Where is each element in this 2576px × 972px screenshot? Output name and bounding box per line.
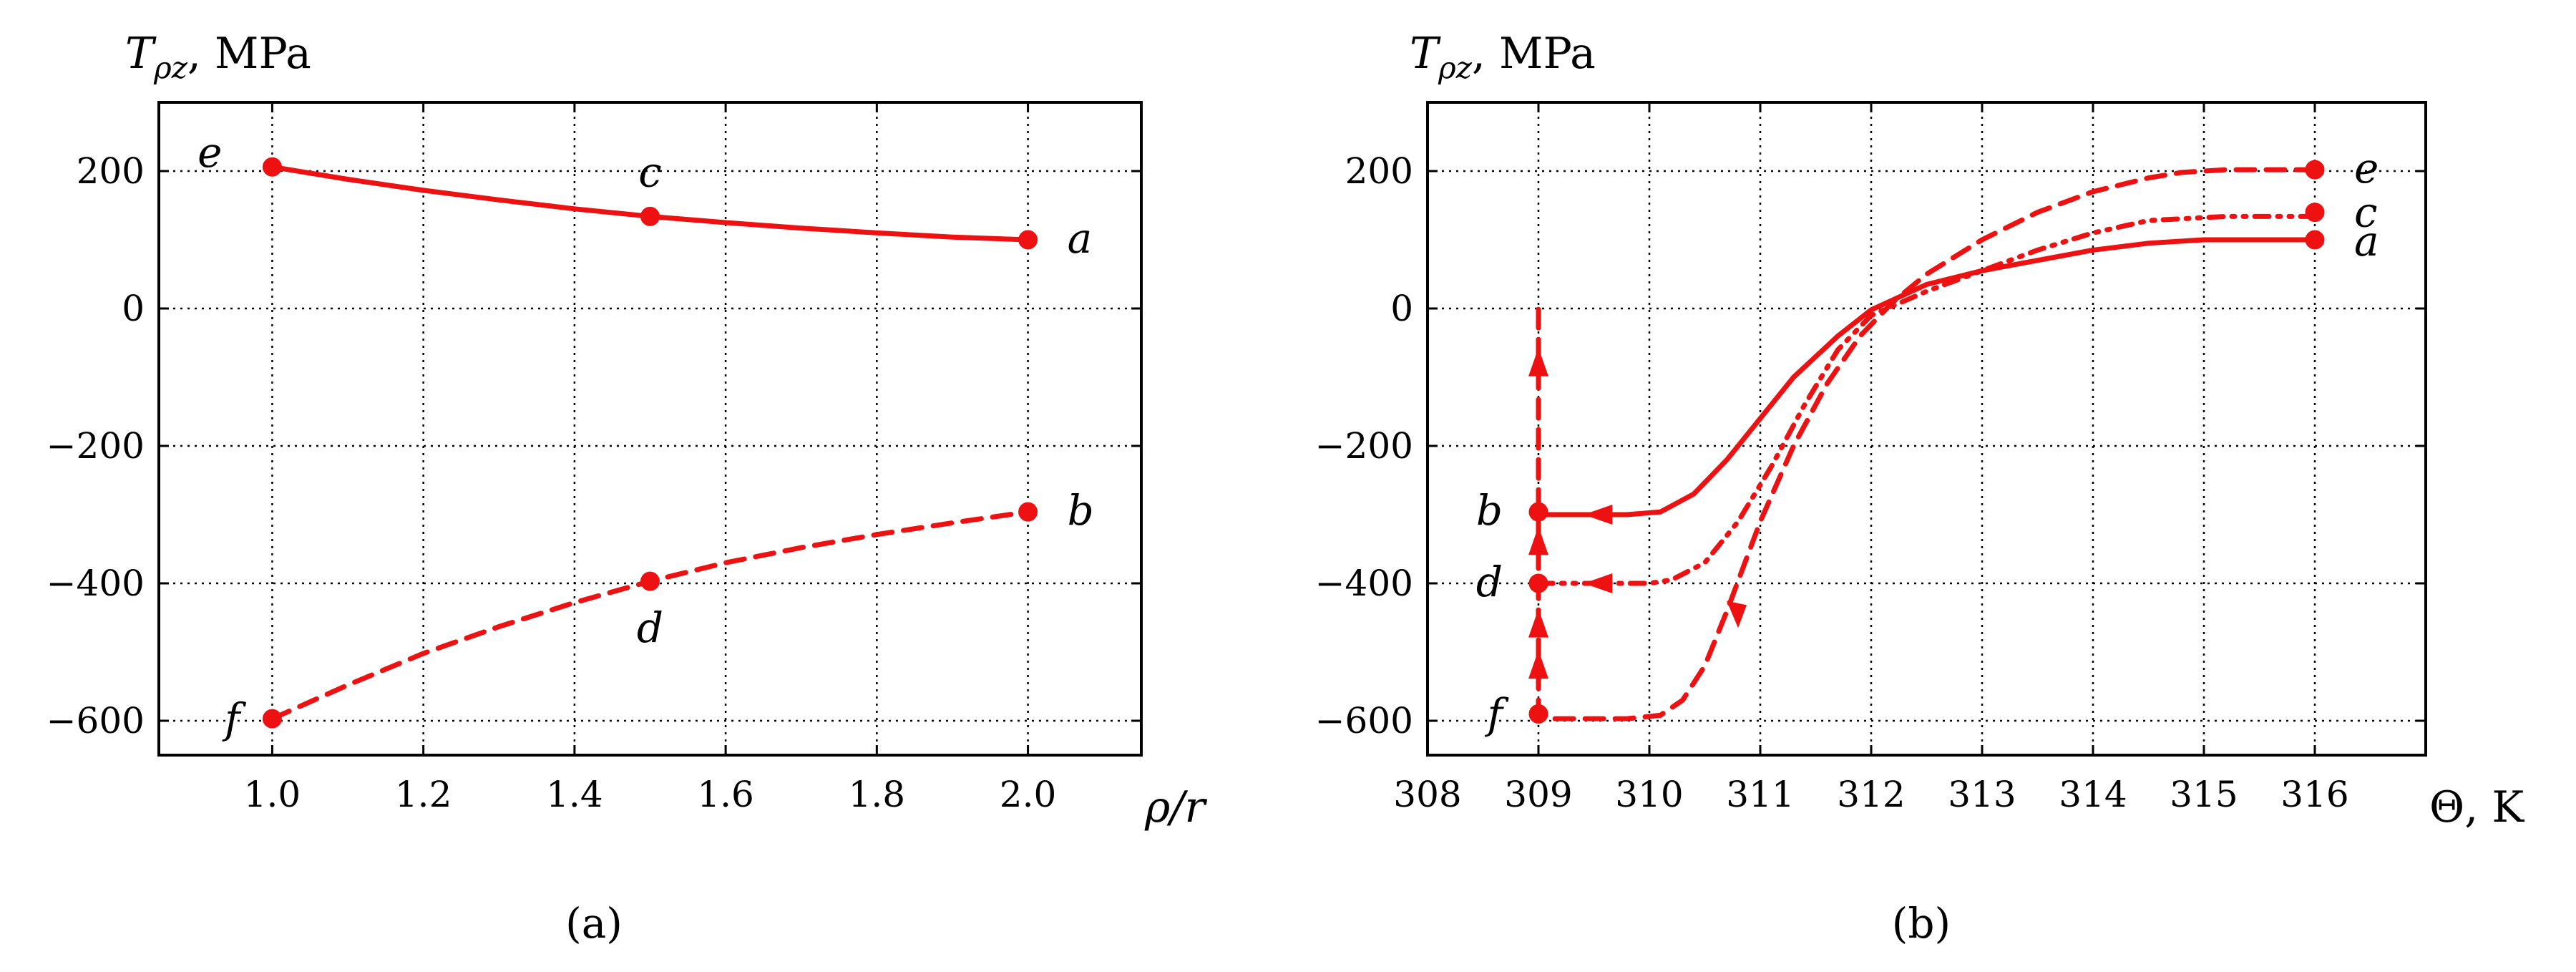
panel-b-subcaption: (b) — [1892, 899, 1951, 948]
x-tick-label-b-6: 314 — [2059, 774, 2127, 815]
y-tick-label-a-1: 0 — [122, 288, 145, 329]
arrow-down-2 — [1727, 601, 1747, 628]
point-label-a-b: b — [1068, 486, 1094, 535]
panel-a-subcaption: (a) — [565, 899, 623, 948]
y-tick-label-b-2: −200 — [1315, 425, 1413, 467]
x-tick-label-b-1: 309 — [1504, 774, 1572, 815]
x-tick-label-a-0: 1.0 — [244, 774, 301, 815]
panel-a-ylabel: Tρz, MPa — [125, 29, 311, 85]
x-tick-label-a-4: 1.8 — [849, 774, 906, 815]
arrow-left-0 — [1584, 505, 1613, 525]
point-label-b-f: f — [1485, 689, 1510, 738]
y-tick-label-a-0: 200 — [77, 150, 145, 192]
point-label-b-b: b — [1476, 486, 1503, 535]
y-tick-label-b-1: 0 — [1390, 288, 1413, 329]
series-b-a-b-path — [1536, 237, 2318, 517]
point-a-f — [262, 709, 282, 729]
point-a-d — [640, 571, 660, 591]
x-tick-label-a-1: 1.2 — [395, 774, 452, 815]
y-tick-label-b-4: −600 — [1315, 700, 1413, 742]
x-tick-label-b-3: 311 — [1726, 774, 1794, 815]
arrow-up-6 — [1528, 347, 1548, 376]
x-tick-label-b-4: 312 — [1837, 774, 1905, 815]
y-tick-label-b-0: 200 — [1345, 150, 1413, 192]
point-label-b-d: d — [1476, 558, 1503, 606]
point-label-b-c: c — [2354, 188, 2377, 237]
point-a-e — [262, 157, 282, 177]
x-tick-label-b-8: 316 — [2280, 774, 2348, 815]
x-tick-label-b-2: 310 — [1615, 774, 1683, 815]
series-b-e-f-path — [1536, 167, 2318, 721]
point-b-a — [2305, 230, 2325, 250]
plot-frame-b — [1426, 101, 2427, 757]
point-a-c — [640, 206, 660, 226]
x-tick-label-a-3: 1.6 — [697, 774, 754, 815]
point-b-c — [2305, 203, 2325, 223]
panel-b-xlabel: Θ, K — [2429, 782, 2524, 832]
point-label-a-f: f — [222, 694, 247, 743]
point-label-a-d: d — [637, 603, 663, 652]
panel-b-ylabel: Tρz, MPa — [1410, 29, 1596, 85]
y-tick-label-a-2: −200 — [47, 425, 145, 467]
point-label-b-e: e — [2354, 144, 2379, 193]
x-tick-label-b-5: 313 — [1948, 774, 2016, 815]
point-b-f — [1528, 704, 1548, 724]
point-a-b — [1018, 502, 1038, 522]
arrow-left-1 — [1584, 573, 1613, 593]
point-label-a-c: c — [638, 147, 661, 196]
series-b-c-d-path — [1536, 213, 2318, 586]
panel-a-xlabel: ρ/r — [1144, 782, 1207, 832]
point-b-b — [1528, 502, 1548, 522]
point-label-a-a: a — [1068, 214, 1093, 263]
panel-b: Tρz, MPa Θ, K (b) 308 309 310 311 312 313 314 3… — [1315, 29, 2525, 948]
panel-a: Tρz, MPa ρ/r (a) 1.0 1.2 1.4 1.6 1.8 2.0 200 0 −… — [47, 29, 1208, 948]
arrow-up-4 — [1528, 608, 1548, 638]
point-label-a-e: e — [197, 128, 222, 177]
y-tick-label-a-4: −600 — [47, 700, 145, 742]
point-b-e — [2305, 160, 2325, 180]
point-a-a — [1018, 230, 1038, 250]
y-tick-label-b-3: −400 — [1315, 563, 1413, 604]
point-b-d — [1528, 573, 1548, 593]
arrow-up-5 — [1528, 526, 1548, 555]
x-tick-label-a-5: 2.0 — [1000, 774, 1057, 815]
plot-frame-a — [157, 101, 1143, 757]
x-tick-label-a-2: 1.4 — [546, 774, 603, 815]
arrow-up-3 — [1528, 650, 1548, 679]
x-tick-label-b-7: 315 — [2170, 774, 2238, 815]
point-label-b-a: a — [2354, 217, 2379, 266]
x-tick-label-b-0: 308 — [1393, 774, 1461, 815]
y-tick-label-a-3: −400 — [47, 563, 145, 604]
